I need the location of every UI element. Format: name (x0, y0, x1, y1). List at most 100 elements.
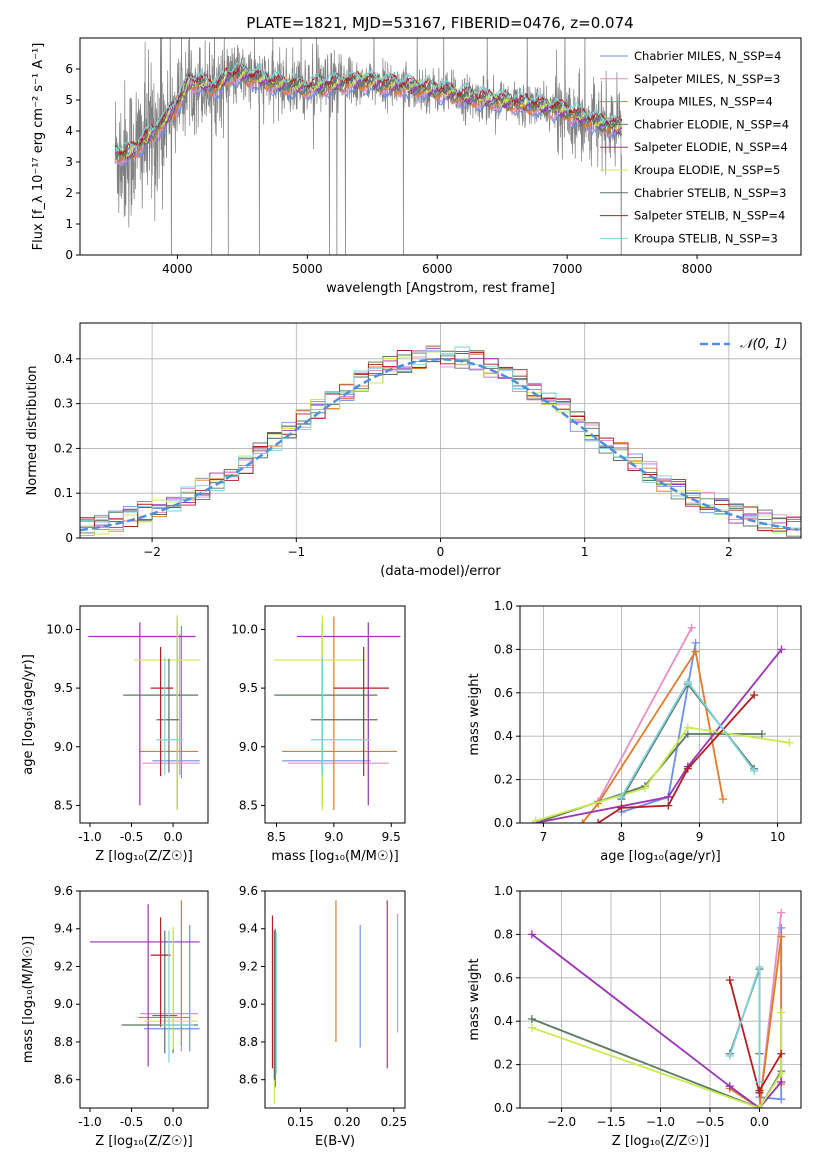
x-axis-label: Z [log₁₀(Z/Z☉)] (612, 1134, 709, 1149)
series-line-chabrier_stelib (620, 682, 755, 800)
y-tick-label: 10.0 (46, 622, 73, 636)
series-point-kroupa_elodie (777, 1008, 786, 1017)
series-point-chabrier_elodie (757, 730, 766, 739)
y-tick-label: 9.6 (239, 884, 258, 898)
axes-weight_vs_age: 7 8 9 10 0.0 0.2 0.4 0.6 0.8 1.0 age [log₁₀(age/yr… (467, 599, 801, 864)
legend-label: Chabrier STELIB, N_SSP=3 (634, 186, 786, 200)
series-point-salpeter_stelib (683, 764, 692, 773)
y-axis-label: age [log₁₀(age/yr)] (21, 654, 36, 775)
y-tick-label: 9.5 (54, 681, 73, 695)
x-tick-label: 6000 (422, 262, 453, 276)
y-axis-label: Flux [f_λ 10⁻¹⁷ erg cm⁻² s⁻¹ A⁻¹] (31, 43, 46, 251)
axes-frame (519, 890, 802, 1109)
gauss-curve (80, 358, 799, 532)
errorbars-mass_vs_ebv (271, 900, 399, 1105)
x-tick-label: 0.0 (750, 1115, 769, 1129)
x-tick-label: −2.0 (547, 1115, 576, 1129)
y-tick-label: 1.0 (494, 884, 513, 898)
series-point-kroupa_miles (691, 647, 700, 656)
legend-label: Chabrier MILES, N_SSP=4 (634, 49, 781, 63)
y-tick-label: 6 (65, 62, 73, 76)
x-tick-label: 0.0 (164, 830, 183, 844)
model-line-salpeter_stelib (114, 63, 623, 156)
y-tick-label: 10.0 (231, 622, 258, 636)
x-tick-label: −1.5 (596, 1115, 625, 1129)
y-tick-label: 9.2 (239, 959, 258, 973)
x-tick-label: 5000 (292, 262, 323, 276)
y-axis-label: Normed distribution (25, 366, 40, 496)
errorbars-age_vs_Z (88, 615, 201, 811)
axes-spectrum: 4000 5000 6000 7000 8000 0 1 2 3 4 5 6 wavelength [A… (31, 43, 712, 296)
series-point-chabrier_miles (777, 923, 786, 932)
x-tick-label: −2 (143, 545, 161, 559)
series-point-salpeter_elodie (777, 645, 786, 654)
x-tick-label: 10 (770, 830, 785, 844)
series-point-kroupa_miles (777, 932, 786, 941)
series-point-salpeter_stelib (725, 975, 734, 984)
legend-label: Salpeter MILES, N_SSP=3 (634, 72, 780, 86)
model-line-salpeter_miles (114, 74, 623, 167)
y-tick-label: 1.0 (494, 599, 513, 613)
y-tick-label: 8.8 (54, 1035, 73, 1049)
axes-mass_vs_Z: -1.0 -0.5 0.0 8.6 8.8 9.0 9.2 9.4 9.6 Z [log₁₀(Z/… (21, 884, 193, 1149)
y-tick-label: 9.4 (239, 922, 258, 936)
y-tick-label: 0.2 (494, 1058, 513, 1072)
histogram-salpeter_stelib (80, 350, 801, 532)
series-line-kroupa_elodie (531, 1012, 783, 1108)
y-tick-label: 9.0 (239, 997, 258, 1011)
y-tick-label: 0.4 (54, 352, 73, 366)
y-tick-label: 0.3 (54, 397, 73, 411)
x-axis-label: age [log₁₀(age/yr)] (600, 849, 721, 864)
axes-age_vs_mass: 8.5 9.0 9.5 8.5 9.0 9.5 10.0 mass [log₁₀(M/M☉)] (231, 622, 400, 864)
legend-label: Kroupa MILES, N_SSP=4 (634, 95, 773, 109)
spectrum-data (114, 38, 622, 255)
legend-label: 𝒩(0, 1) (740, 337, 787, 352)
legend-label: Kroupa ELODIE, N_SSP=5 (634, 163, 780, 177)
x-tick-label: 4000 (162, 262, 193, 276)
series-point-salpeter_stelib (594, 819, 603, 823)
series-point-salpeter_stelib (777, 1049, 786, 1058)
histograms (80, 345, 801, 538)
y-tick-label: 5 (65, 93, 73, 107)
lines-weight_vs_Z (527, 908, 786, 1108)
series-point-kroupa_elodie (531, 816, 540, 823)
series-point-kroupa_stelib (683, 677, 692, 686)
x-tick-label: 9.0 (324, 830, 343, 844)
x-axis-label: (data-model)/error (380, 564, 501, 579)
y-tick-label: 0 (65, 248, 73, 262)
spectrum-models (114, 61, 623, 168)
axes-frame (264, 890, 406, 1109)
series-point-salpeter_miles (687, 623, 696, 632)
x-axis-label: E(B-V) (315, 1134, 355, 1149)
axes-frame (79, 37, 802, 256)
series-point-kroupa_elodie (785, 738, 794, 747)
x-tick-label: −1.0 (646, 1115, 675, 1129)
y-tick-label: 9.2 (54, 959, 73, 973)
errorbars-mass_vs_Z (89, 900, 200, 1067)
y-tick-label: 9.0 (239, 740, 258, 754)
errorbars-age_vs_mass (274, 615, 401, 811)
series-point-kroupa_stelib (750, 766, 759, 775)
y-axis-label: mass weight (467, 958, 482, 1040)
x-tick-label: 0 (437, 545, 445, 559)
y-tick-label: 0.4 (494, 729, 513, 743)
series-point-salpeter_elodie (725, 1082, 734, 1091)
y-tick-label: 8.5 (239, 798, 258, 812)
series-point-salpeter_stelib (617, 803, 626, 812)
x-tick-label: 8 (618, 830, 626, 844)
y-tick-label: 0.6 (494, 971, 513, 985)
y-tick-label: 9.4 (54, 922, 73, 936)
y-tick-label: 8.5 (54, 798, 73, 812)
axes-frame (79, 322, 802, 539)
y-tick-label: 0.1 (54, 486, 73, 500)
x-tick-label: 8000 (682, 262, 713, 276)
series-point-salpeter_elodie (664, 792, 673, 801)
y-tick-label: 4 (65, 124, 73, 138)
y-axis-label: mass [log₁₀(M/M☉)] (21, 936, 36, 1063)
series-line-salpeter_elodie (535, 648, 783, 823)
plot-layer: 4000 5000 6000 7000 8000 0 1 2 3 4 5 6 wavelength [A… (21, 37, 802, 1149)
legend-label: Kroupa STELIB, N_SSP=3 (634, 231, 778, 245)
y-tick-label: 8.8 (239, 1035, 258, 1049)
x-tick-label: 0.25 (380, 1115, 407, 1129)
axes-mass_vs_ebv: 0.15 0.20 0.25 8.6 8.8 9.0 9.2 9.4 9.6 E(B-V) (239, 884, 407, 1149)
